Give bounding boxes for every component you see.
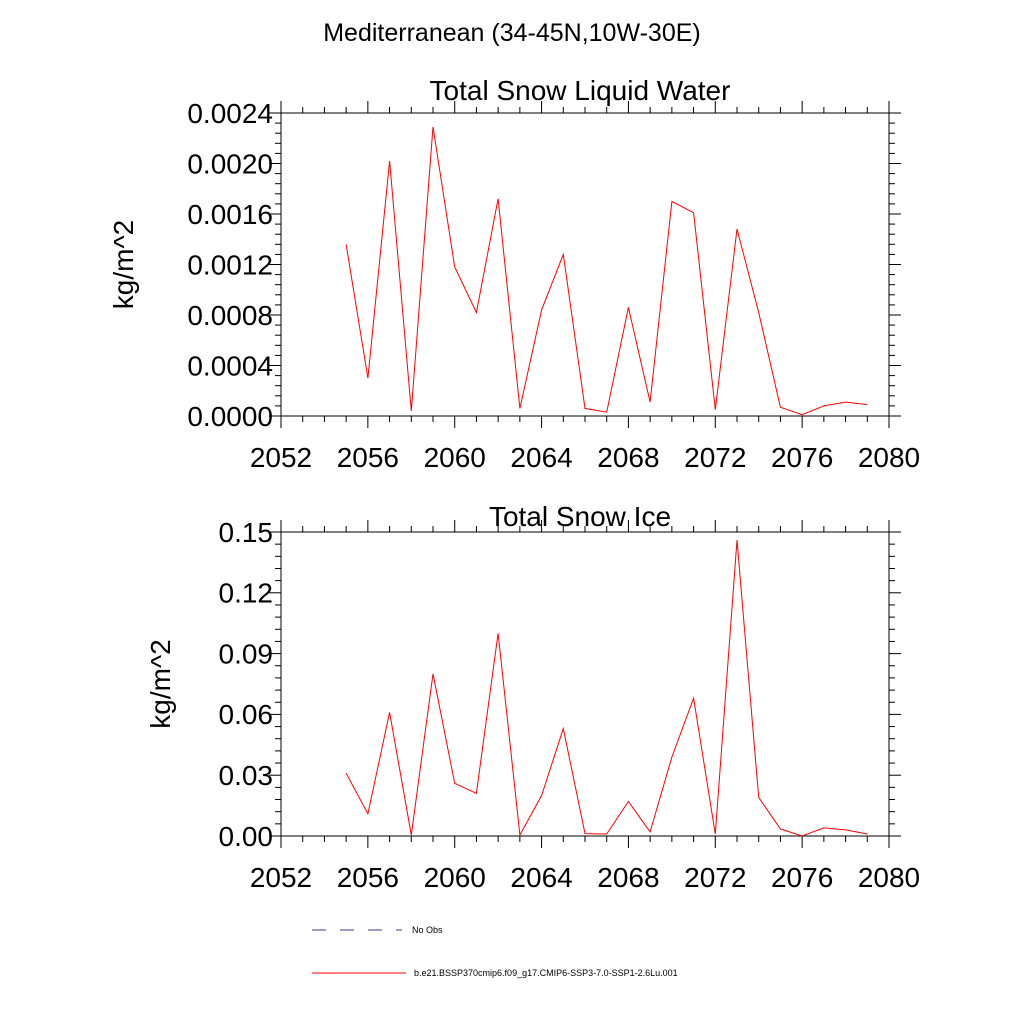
panel1-frame xyxy=(280,112,890,417)
figure-main-title: Mediterranean (34-45N,10W-30E) xyxy=(323,19,701,47)
panel2-ytick-label: 0.15 xyxy=(219,517,274,548)
panel1-xtick-label: 2064 xyxy=(510,442,572,473)
panel1-xtick-label: 2080 xyxy=(858,442,920,473)
legend-obs-label: No Obs xyxy=(412,925,443,935)
panel1-ytick-label: 0.0024 xyxy=(187,98,273,129)
panel1-xtick-label: 2068 xyxy=(597,442,659,473)
legend: No Obs b.e21.BSSP370cmip6.f09_g17.CMIP6-… xyxy=(312,925,678,978)
panel1-xtick-label: 2052 xyxy=(250,442,312,473)
panel1-xtick-label: 2060 xyxy=(424,442,486,473)
panel1-series-1-line xyxy=(345,126,868,416)
panel2-ytick-label: 0.00 xyxy=(219,821,274,852)
panel2-xtick-label: 2072 xyxy=(684,862,746,893)
panel2-xtick-label: 2052 xyxy=(250,862,312,893)
panel1-ytick-label: 0.0012 xyxy=(187,249,273,280)
panel2-xtick-label: 2080 xyxy=(858,862,920,893)
panel1-ytick-label: 0.0000 xyxy=(187,401,273,432)
panel2-xtick-label: 2060 xyxy=(424,862,486,893)
legend-model-label: b.e21.BSSP370cmip6.f09_g17.CMIP6-SSP3-7.… xyxy=(414,968,678,978)
panel2-xtick-label: 2056 xyxy=(337,862,399,893)
panel1-ytick-label: 0.0004 xyxy=(187,350,273,381)
panel2-ylabel: kg/m^2 xyxy=(145,639,176,728)
panel2-xtick-label: 2064 xyxy=(510,862,572,893)
panel1-ytick-label: 0.0016 xyxy=(187,199,273,230)
panel1-xtick-label: 2056 xyxy=(337,442,399,473)
panel2-frame xyxy=(280,531,890,837)
panel2-title: Total Snow Ice xyxy=(489,501,671,532)
panel2-series-1-line xyxy=(345,540,868,837)
panel1-ytick-label: 0.0008 xyxy=(187,300,273,331)
panels: Total Snow Liquid Waterkg/m^20.00000.000… xyxy=(108,75,920,893)
panel2-xtick-label: 2076 xyxy=(771,862,833,893)
panel2-xtick-label: 2068 xyxy=(597,862,659,893)
panel2-ytick-label: 0.03 xyxy=(219,760,274,791)
panel2-ytick-label: 0.09 xyxy=(219,638,274,669)
panel2-ytick-label: 0.12 xyxy=(219,578,274,609)
panel1-ytick-label: 0.0020 xyxy=(187,148,273,179)
panel1-ylabel: kg/m^2 xyxy=(108,220,139,309)
panel1-xtick-label: 2076 xyxy=(771,442,833,473)
panel1-title: Total Snow Liquid Water xyxy=(430,75,731,106)
panel2-ytick-label: 0.06 xyxy=(219,699,274,730)
panel1-xtick-label: 2072 xyxy=(684,442,746,473)
